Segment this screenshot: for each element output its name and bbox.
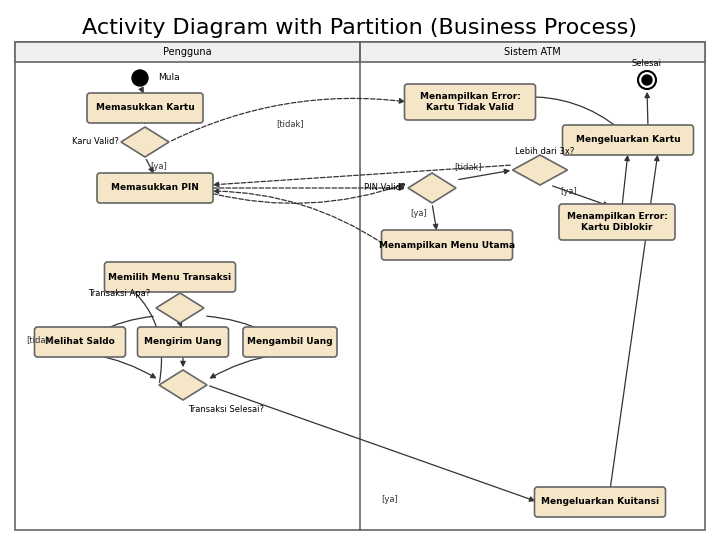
- Text: [tidak]: [tidak]: [26, 335, 54, 345]
- FancyArrowPatch shape: [99, 316, 153, 332]
- FancyBboxPatch shape: [405, 84, 536, 120]
- Text: [ya]: [ya]: [382, 496, 398, 504]
- FancyBboxPatch shape: [562, 125, 693, 155]
- Text: Memasukkan PIN: Memasukkan PIN: [111, 184, 199, 192]
- Text: Activity Diagram with Partition (Business Process): Activity Diagram with Partition (Busines…: [83, 18, 637, 38]
- Text: Selesai: Selesai: [632, 59, 662, 69]
- FancyArrowPatch shape: [210, 354, 277, 378]
- Circle shape: [642, 75, 652, 85]
- Text: Lebih dari 3x?: Lebih dari 3x?: [516, 147, 575, 157]
- Polygon shape: [121, 127, 169, 157]
- Polygon shape: [513, 155, 567, 185]
- FancyArrowPatch shape: [171, 98, 404, 141]
- FancyArrowPatch shape: [214, 189, 383, 244]
- Text: Mengirim Uang: Mengirim Uang: [144, 338, 222, 347]
- FancyArrowPatch shape: [214, 165, 510, 187]
- FancyArrowPatch shape: [207, 316, 266, 332]
- Text: [tidak]: [tidak]: [454, 163, 482, 172]
- Circle shape: [638, 71, 656, 89]
- FancyBboxPatch shape: [138, 327, 228, 357]
- Text: Memilih Menu Transaksi: Memilih Menu Transaksi: [109, 273, 232, 281]
- FancyArrowPatch shape: [553, 186, 608, 206]
- FancyArrowPatch shape: [459, 170, 509, 179]
- FancyArrowPatch shape: [171, 288, 176, 292]
- Text: Sistem ATM: Sistem ATM: [504, 47, 561, 57]
- FancyArrowPatch shape: [213, 186, 404, 190]
- Text: [ya]: [ya]: [150, 162, 167, 171]
- Polygon shape: [408, 173, 456, 203]
- FancyArrowPatch shape: [93, 354, 156, 378]
- Text: Mengeluarkan Kartu: Mengeluarkan Kartu: [576, 136, 680, 145]
- FancyArrowPatch shape: [139, 87, 143, 92]
- Circle shape: [132, 70, 148, 86]
- FancyBboxPatch shape: [97, 173, 213, 203]
- Text: Menampilkan Menu Utama: Menampilkan Menu Utama: [379, 240, 515, 249]
- Text: [ya]: [ya]: [560, 186, 577, 195]
- FancyArrowPatch shape: [645, 93, 649, 125]
- Text: Transaksi Apa?: Transaksi Apa?: [88, 289, 150, 299]
- FancyArrowPatch shape: [146, 159, 153, 172]
- Polygon shape: [156, 293, 204, 323]
- FancyBboxPatch shape: [35, 327, 125, 357]
- FancyArrowPatch shape: [611, 156, 659, 487]
- Text: Menampilkan Error:
Kartu Tidak Valid: Menampilkan Error: Kartu Tidak Valid: [420, 92, 521, 112]
- FancyArrowPatch shape: [433, 206, 438, 229]
- FancyBboxPatch shape: [104, 262, 235, 292]
- Text: Karu Valid?: Karu Valid?: [72, 138, 119, 146]
- Text: PIN Valid?: PIN Valid?: [364, 184, 406, 192]
- FancyBboxPatch shape: [534, 487, 665, 517]
- Text: [tidak]: [tidak]: [276, 119, 304, 129]
- FancyArrowPatch shape: [210, 386, 534, 501]
- FancyBboxPatch shape: [382, 230, 513, 260]
- FancyArrowPatch shape: [181, 357, 185, 366]
- Text: Mula: Mula: [158, 73, 179, 83]
- FancyArrowPatch shape: [622, 156, 629, 204]
- Text: Mengambil Uang: Mengambil Uang: [247, 338, 333, 347]
- Text: Melihat Saldo: Melihat Saldo: [45, 338, 115, 347]
- FancyArrowPatch shape: [212, 184, 404, 204]
- Bar: [360, 42, 705, 62]
- FancyArrowPatch shape: [523, 97, 620, 129]
- Text: Pengguna: Pengguna: [163, 47, 212, 57]
- FancyBboxPatch shape: [87, 93, 203, 123]
- FancyBboxPatch shape: [559, 204, 675, 240]
- Bar: [15, 42, 360, 62]
- Text: Memasukkan Kartu: Memasukkan Kartu: [96, 104, 194, 112]
- Text: [ya]: [ya]: [410, 208, 427, 218]
- Text: Menampilkan Error:
Kartu Diblokir: Menampilkan Error: Kartu Diblokir: [567, 212, 667, 232]
- FancyArrowPatch shape: [178, 321, 181, 326]
- Text: Transaksi Selesai?: Transaksi Selesai?: [188, 404, 264, 414]
- Text: Mengeluarkan Kuitansi: Mengeluarkan Kuitansi: [541, 497, 659, 507]
- Polygon shape: [159, 370, 207, 400]
- FancyArrowPatch shape: [143, 118, 147, 123]
- FancyBboxPatch shape: [243, 327, 337, 357]
